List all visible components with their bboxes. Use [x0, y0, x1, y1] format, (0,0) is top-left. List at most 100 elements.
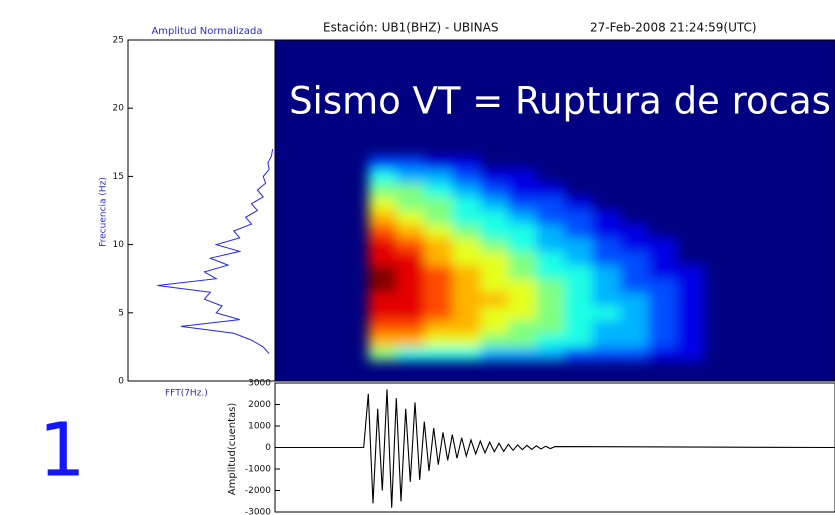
heatmap-cell: [564, 305, 593, 321]
heatmap-cell: [676, 237, 705, 252]
heatmap-cell: [368, 210, 397, 225]
heatmap-cell: [424, 183, 453, 198]
heatmap-cell: [592, 251, 621, 266]
heatmap-cell: [676, 319, 705, 334]
heatmap-cell: [564, 210, 593, 225]
heatmap-cell: [508, 210, 537, 225]
heatmap-cell: [424, 292, 453, 307]
heatmap-cell: [368, 333, 397, 348]
heatmap-cell: [368, 169, 397, 184]
heatmap-cell: [424, 169, 453, 184]
figure-number: 1: [38, 408, 85, 494]
heatmap-cell: [592, 210, 621, 225]
heatmap-cell: [368, 292, 397, 307]
heatmap-cell: [424, 155, 453, 171]
heatmap-cell: [480, 292, 509, 307]
y-tick-label: 3000: [248, 379, 271, 389]
heatmap-cell: [676, 183, 705, 198]
heatmap-cell: [592, 265, 621, 280]
heatmap-cell: [620, 292, 649, 307]
heatmap-cell: [452, 237, 481, 252]
heatmap-cell: [592, 155, 621, 171]
heatmap-cell: [676, 265, 705, 280]
heatmap-cell: [536, 196, 565, 211]
heatmap-cell: [368, 278, 397, 293]
heatmap-cell: [564, 224, 593, 239]
heatmap-cell: [620, 210, 649, 225]
series-line: [157, 149, 274, 355]
heatmap-cell: [396, 265, 425, 280]
heatmap-cell: [452, 292, 481, 307]
heatmap-cell: [396, 251, 425, 266]
heatmap-cell: [424, 278, 453, 293]
heatmap-cell: [592, 333, 621, 348]
heatmap-cell: [452, 346, 481, 362]
heatmap-cell: [396, 319, 425, 334]
heatmap-title: Sismo VT = Ruptura de rocas: [289, 80, 831, 123]
heatmap-cell: [564, 196, 593, 211]
heatmap-cell: [396, 305, 425, 321]
heatmap-cell: [620, 224, 649, 239]
heatmap-cell: [480, 278, 509, 293]
heatmap-cell: [620, 265, 649, 280]
heatmap-cell: [368, 265, 397, 280]
heatmap-cell: [452, 265, 481, 280]
axes-frame: [274, 382, 835, 513]
heatmap-cell: [592, 196, 621, 211]
heatmap-cell: [508, 278, 537, 293]
heatmap-cell: [396, 155, 425, 171]
heatmap-cell: [368, 237, 397, 252]
heatmap-cell: [396, 210, 425, 225]
heatmap-cell: [368, 196, 397, 211]
heatmap-cell: [424, 305, 453, 321]
heatmap-cell: [592, 183, 621, 198]
heatmap-cell: [452, 183, 481, 198]
heatmap-cell: [620, 319, 649, 334]
axes-frame: [127, 39, 276, 382]
heatmap-cell: [564, 333, 593, 348]
heatmap-cell: [508, 224, 537, 239]
heatmap-cell: [480, 224, 509, 239]
heatmap-cell: [480, 319, 509, 334]
heatmap-cell: [396, 169, 425, 184]
heatmap-cell: [424, 333, 453, 348]
heatmap-cell: [648, 169, 677, 184]
heatmap-cell: [368, 224, 397, 239]
heatmap-cell: [452, 251, 481, 266]
heatmap-cell: [676, 278, 705, 293]
heatmap-cell: [396, 346, 425, 362]
heatmap-cell: [396, 183, 425, 198]
heatmap-cell: [424, 224, 453, 239]
heatmap-cell: [508, 305, 537, 321]
heatmap-cell: [480, 333, 509, 348]
y-tick-label: 15: [113, 172, 124, 182]
heatmap-cell: [564, 346, 593, 362]
heatmap-cell: [508, 265, 537, 280]
heatmap-cell: [508, 183, 537, 198]
y-tick-label: 20: [113, 104, 125, 114]
heatmap-cell: [536, 346, 565, 362]
heatmap-cell: [648, 346, 677, 362]
heatmap-cell: [592, 278, 621, 293]
heatmap-cell: [424, 196, 453, 211]
heatmap-cell: [648, 333, 677, 348]
heatmap-cell: [536, 292, 565, 307]
heatmap-cell: [508, 319, 537, 334]
heatmap-cell: [452, 155, 481, 171]
heatmap-cell: [648, 224, 677, 239]
heatmap-cell: [620, 155, 649, 171]
heatmap-cell: [648, 278, 677, 293]
heatmap-cell: [620, 333, 649, 348]
y-tick-label: 10: [113, 240, 125, 250]
heatmap-cell: [480, 196, 509, 211]
heatmap-cell: [424, 237, 453, 252]
heatmap-cell: [424, 319, 453, 334]
heatmap-cell: [676, 196, 705, 211]
heatmap-cell: [536, 251, 565, 266]
heatmap-cell: [536, 265, 565, 280]
heatmap-cell: [508, 333, 537, 348]
heatmap-cell: [368, 251, 397, 266]
heatmap-cell: [592, 319, 621, 334]
heatmap-cell: [480, 346, 509, 362]
heatmap-cell: [676, 251, 705, 266]
